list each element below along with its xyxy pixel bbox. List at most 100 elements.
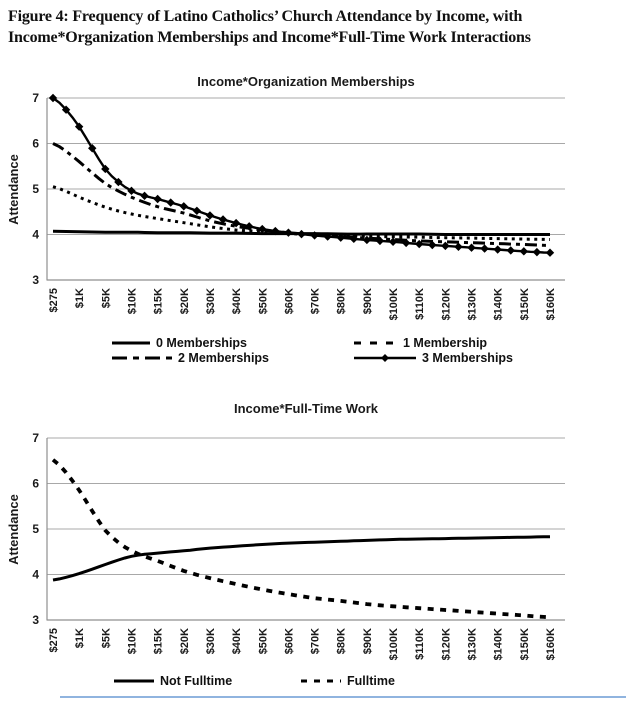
x-tick-label: $60K	[283, 628, 295, 654]
legend-item-1-membership: 1 Membership	[353, 336, 487, 350]
series-line	[51, 458, 551, 620]
x-tick-label: $80K	[336, 628, 348, 654]
diamond-marker-icon	[140, 191, 149, 201]
x-tick-label: $15K	[153, 628, 165, 654]
x-tick-label: $30K	[205, 288, 217, 314]
x-tick-label: $30K	[205, 628, 217, 654]
diamond-line-swatch-icon	[354, 354, 416, 362]
chart1-legend: 0 Memberships 1 Membership 2 Memberships…	[0, 336, 626, 368]
x-tick-label: $140K	[493, 628, 505, 660]
diamond-marker-icon	[48, 93, 58, 103]
x-tick-label: $40K	[231, 628, 243, 654]
diamond-marker-icon	[258, 224, 267, 234]
diamond-marker-icon	[519, 247, 529, 256]
chart1-plot: 3 4 5 6 7 $275 $1K $5K $10K $15K $20K $30K $40K $50K $…	[32, 91, 565, 320]
y-tick-label: 4	[32, 568, 39, 582]
x-tick-label: $130K	[467, 288, 479, 320]
y-tick-label: 7	[32, 91, 39, 105]
series-line	[52, 535, 551, 582]
dashdot-line-swatch-icon	[112, 356, 172, 360]
chart2-title: Income*Full-Time Work	[234, 401, 378, 416]
x-tick-label: $160K	[545, 288, 557, 320]
legend-item-2-memberships: 2 Memberships	[111, 351, 269, 365]
legend-item-not-fulltime: Not Fulltime	[113, 674, 232, 688]
x-tick-label: $100K	[388, 628, 400, 660]
x-tick-label: $150K	[519, 288, 531, 320]
solid-line-swatch-icon	[112, 341, 150, 345]
diamond-marker-icon	[493, 245, 502, 254]
diamond-marker-icon	[415, 239, 424, 249]
x-tick-label: $20K	[179, 288, 191, 314]
diamond-marker-icon	[532, 247, 542, 257]
diamond-marker-icon	[179, 202, 188, 211]
x-tick-label: $275	[48, 628, 60, 652]
diamond-marker-icon	[114, 177, 123, 187]
diamond-marker-icon	[153, 194, 162, 204]
legend-item-0-memberships: 0 Memberships	[111, 336, 247, 350]
x-tick-label: $100K	[388, 288, 400, 320]
diamond-marker-icon	[467, 243, 476, 252]
diamond-marker-icon	[375, 236, 385, 246]
legend-item-fulltime: Fulltime	[300, 674, 395, 688]
diamond-marker-icon	[101, 164, 110, 174]
diamond-marker-icon	[166, 198, 175, 207]
x-tick-label: $110K	[414, 288, 426, 320]
dotted-line-swatch-icon	[354, 341, 397, 345]
dashed-line-swatch-icon	[301, 679, 341, 683]
x-tick-label: $275	[48, 288, 60, 312]
chart1-title: Income*Organization Memberships	[197, 74, 415, 89]
diamond-marker-icon	[310, 231, 319, 240]
bottom-blue-rule	[60, 696, 626, 698]
x-tick-label: $80K	[336, 288, 348, 314]
x-tick-label: $90K	[362, 288, 374, 314]
x-tick-label: $20K	[179, 628, 191, 654]
figure-title: Figure 4: Frequency of Latino Catholics’…	[8, 6, 618, 48]
x-tick-label: $1K	[74, 288, 86, 308]
diamond-marker-icon	[480, 244, 489, 253]
diamond-marker-icon	[362, 235, 372, 245]
y-tick-label: 6	[32, 477, 39, 491]
diamond-marker-icon	[349, 234, 359, 244]
y-tick-label: 4	[32, 228, 39, 242]
x-tick-label: $15K	[153, 288, 165, 314]
x-tick-label: $1K	[74, 628, 86, 648]
diamond-marker-icon	[284, 228, 293, 237]
diamond-marker-icon	[506, 246, 515, 255]
legend-item-3-memberships: 3 Memberships	[353, 351, 513, 365]
diamond-marker-icon	[336, 233, 345, 242]
x-tick-label: $60K	[283, 288, 295, 314]
y-tick-label: 6	[32, 137, 39, 151]
y-tick-label: 5	[32, 522, 39, 536]
solid-line-swatch-icon	[114, 679, 154, 683]
x-tick-label: $150K	[519, 628, 531, 660]
diamond-marker-icon	[88, 144, 97, 153]
diamond-marker-icon	[401, 238, 411, 248]
chart2-legend: Not Fulltime Fulltime	[0, 674, 626, 690]
x-tick-label: $40K	[231, 288, 243, 314]
x-tick-label: $130K	[467, 628, 479, 660]
diamond-marker-icon	[205, 211, 215, 220]
diamond-marker-icon	[244, 222, 254, 231]
diamond-marker-icon	[388, 237, 398, 246]
y-tick-label: 5	[32, 182, 39, 196]
diamond-marker-icon	[231, 218, 241, 228]
x-tick-label: $50K	[257, 628, 269, 654]
x-tick-label: $110K	[414, 628, 426, 660]
diamond-marker-icon	[74, 122, 84, 131]
x-tick-label: $160K	[545, 628, 557, 660]
x-tick-label: $10K	[126, 288, 138, 314]
figure-title-line1: Figure 4: Frequency of Latino Catholics’…	[8, 8, 523, 25]
figure-title-line2: Income*Organization Memberships and Inco…	[8, 29, 531, 47]
diamond-marker-icon	[127, 186, 136, 196]
series-line	[52, 185, 551, 241]
x-tick-label: $5K	[100, 288, 112, 308]
x-tick-label: $140K	[493, 288, 505, 320]
diamond-marker-icon	[441, 241, 450, 251]
series-line	[52, 97, 551, 254]
chart2-plot: 3 4 5 6 7 $275 $1K $5K $10K $15K $20K $30K $40K $50K $…	[32, 431, 565, 660]
x-tick-label: $120K	[440, 628, 452, 660]
diamond-marker-icon	[271, 226, 280, 236]
x-tick-label: $90K	[362, 628, 374, 654]
y-tick-label: 3	[32, 613, 39, 627]
